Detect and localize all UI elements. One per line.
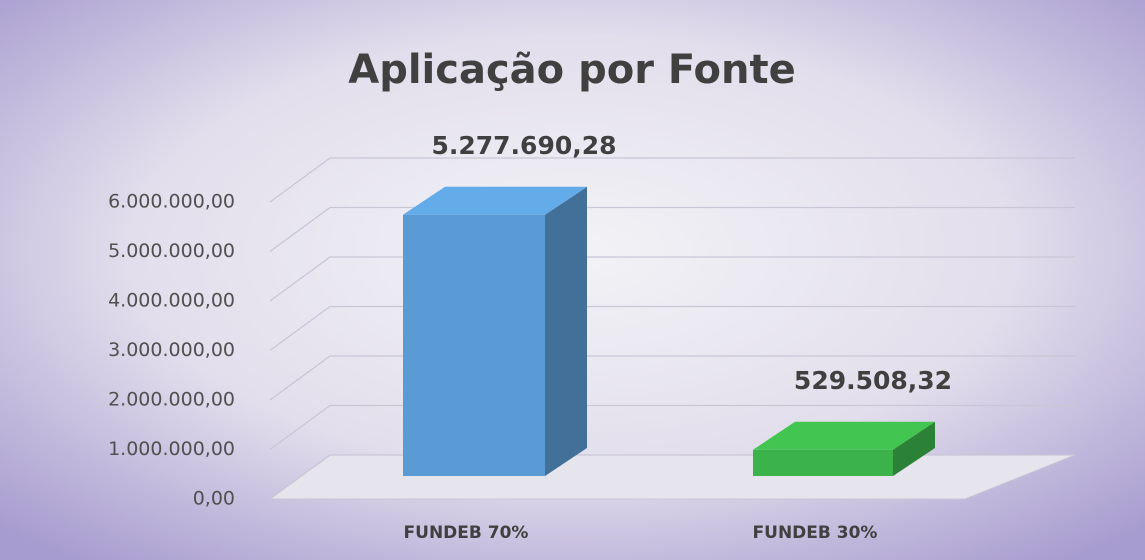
y-tick-label: 5.000.000,00 bbox=[108, 240, 235, 262]
y-tick-label: 2.000.000,00 bbox=[108, 389, 235, 411]
y-tick-label: 6.000.000,00 bbox=[108, 191, 235, 213]
bar-top bbox=[403, 186, 587, 215]
grid-line bbox=[269, 355, 1075, 401]
bar-front bbox=[753, 449, 893, 476]
bar-top bbox=[753, 421, 935, 450]
bar bbox=[753, 421, 935, 476]
y-tick-label: 1.000.000,00 bbox=[108, 438, 235, 460]
grid-line bbox=[269, 404, 1075, 451]
bar-side bbox=[893, 421, 935, 476]
x-tick-label: FUNDEB 30% bbox=[753, 523, 878, 543]
x-tick-label: FUNDEB 70% bbox=[404, 523, 529, 543]
grid-line bbox=[269, 206, 1075, 253]
value-label: 529.508,32 bbox=[794, 366, 952, 395]
floor bbox=[268, 454, 1076, 500]
grid-line bbox=[269, 157, 1075, 203]
bar-side bbox=[545, 186, 587, 476]
chart-title: Aplicação por Fonte bbox=[348, 47, 796, 93]
y-tick-label: 3.000.000,00 bbox=[108, 339, 235, 361]
y-tick-label: 4.000.000,00 bbox=[108, 290, 235, 312]
bar-front bbox=[403, 214, 545, 476]
value-label: 5.277.690,28 bbox=[431, 131, 616, 160]
grid-line bbox=[269, 256, 1075, 302]
bar bbox=[403, 186, 587, 476]
y-tick-label: 0,00 bbox=[193, 488, 235, 510]
grid-line bbox=[269, 305, 1075, 352]
